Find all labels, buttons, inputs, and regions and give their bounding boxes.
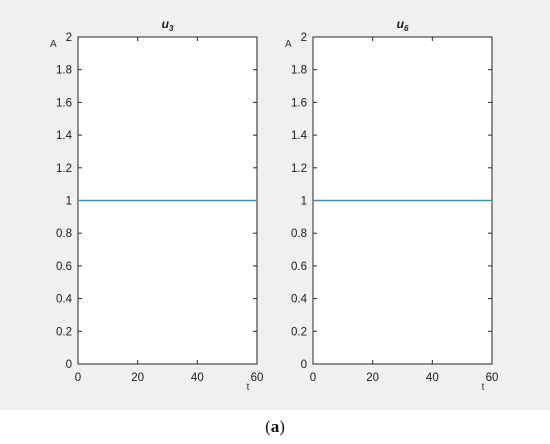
y-tick-label: 1 — [301, 196, 307, 208]
chart-title: u3 — [162, 17, 174, 33]
x-tick-label: 60 — [251, 372, 264, 384]
x-tick-label: 60 — [486, 372, 499, 384]
y-tick-label: 0.8 — [291, 228, 307, 240]
y-tick-label: 1.2 — [291, 163, 307, 175]
x-axis-label: t — [247, 382, 250, 393]
y-tick-label: 0 — [301, 359, 307, 371]
y-tick-label: 0.6 — [56, 261, 72, 273]
y-tick-label: 0.4 — [291, 294, 308, 306]
x-axis-label: t — [482, 382, 485, 393]
y-tick-label: 0.2 — [291, 326, 307, 338]
chart-title-main: u — [162, 17, 170, 31]
x-tick-label: 0 — [310, 372, 316, 384]
x-tick-label: 0 — [75, 372, 81, 384]
y-tick-label: 1 — [66, 196, 72, 208]
y-tick-label: 2 — [66, 32, 72, 44]
y-tick-label: 1.8 — [291, 65, 307, 77]
chart-figure: 00.20.40.60.811.21.41.61.820 20 40 60Atu300… — [50, 17, 498, 393]
y-tick-label: 1.4 — [291, 130, 308, 142]
caption-close: ) — [279, 417, 285, 436]
y-axis-label: A — [285, 39, 292, 50]
caption-label: a — [270, 417, 280, 436]
y-tick-label: 0 — [66, 359, 72, 371]
figure-caption: (a) — [0, 412, 550, 442]
y-tick-label: 0.8 — [56, 228, 72, 240]
y-tick-label: 1.8 — [56, 65, 72, 77]
chart-title-subscript: 6 — [404, 24, 409, 33]
x-tick-label: 20 — [366, 372, 379, 384]
y-tick-label: 1.6 — [56, 97, 72, 109]
x-tick-label: 40 — [426, 372, 439, 384]
y-tick-label: 1.6 — [291, 97, 307, 109]
y-tick-label: 2 — [301, 32, 307, 44]
x-tick-label: 40 — [191, 372, 204, 384]
y-tick-label: 1.2 — [56, 163, 72, 175]
y-tick-label: 0.6 — [291, 261, 307, 273]
chart-title-main: u — [397, 17, 405, 31]
y-tick-label: 0.2 — [56, 326, 72, 338]
x-tick-label: 20 — [131, 372, 144, 384]
chart-title: u6 — [397, 17, 409, 33]
caption-open: ( — [265, 417, 271, 436]
y-axis-label: A — [50, 39, 57, 50]
y-tick-label: 1.4 — [56, 130, 73, 142]
y-tick-label: 0.4 — [56, 294, 73, 306]
chart-title-subscript: 3 — [169, 24, 174, 33]
